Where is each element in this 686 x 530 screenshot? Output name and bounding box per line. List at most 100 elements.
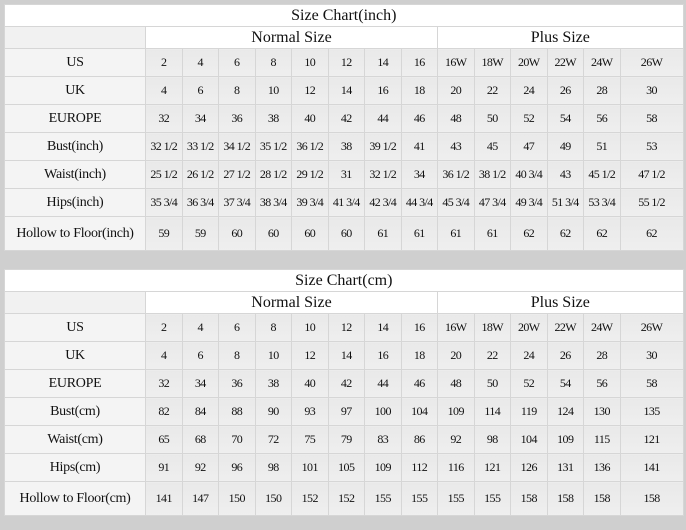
row-label: Hollow to Floor(cm) xyxy=(4,481,146,516)
table-cell: 32 1/2 xyxy=(145,132,183,161)
table-cell: 130 xyxy=(583,397,621,426)
table-cell: 22W xyxy=(546,48,584,77)
table-row: UK 4 6 8 10 12 14 16 18 20 22 24 26 28 30 xyxy=(4,341,684,370)
table-cell: 18W xyxy=(473,313,511,342)
table-cell: 43 xyxy=(546,160,584,189)
table-cell: 18 xyxy=(400,76,438,105)
table-cell: 38 3/4 xyxy=(254,188,292,217)
table-cell: 24 xyxy=(510,76,548,105)
table-cell: 26W xyxy=(619,48,684,77)
table-cell: 40 xyxy=(291,369,329,398)
group-normal-size: Normal Size xyxy=(145,291,438,314)
header-blank xyxy=(4,291,146,314)
table-cell: 51 3/4 xyxy=(546,188,584,217)
table-row: Hips(cm) 91 92 96 98 101 105 109 112 116 121 126 131… xyxy=(4,453,684,482)
table-cell: 109 xyxy=(437,397,475,426)
table-cell: 36 xyxy=(218,104,256,133)
row-label: UK xyxy=(4,76,146,105)
table-cell: 34 xyxy=(181,369,219,398)
table-cell: 20 xyxy=(437,341,475,370)
table-cell: 116 xyxy=(437,453,475,482)
table-cell: 46 xyxy=(400,104,438,133)
row-label: Hips(cm) xyxy=(4,453,146,482)
table-cell: 12 xyxy=(291,76,329,105)
table-cell: 16 xyxy=(364,76,402,105)
table-cell: 48 xyxy=(437,369,475,398)
table-cell: 124 xyxy=(546,397,584,426)
table-cell: 36 xyxy=(218,369,256,398)
table-cell: 147 xyxy=(181,481,219,516)
table-cell: 28 1/2 xyxy=(254,160,292,189)
table-cell: 40 xyxy=(291,104,329,133)
table-cell: 12 xyxy=(327,48,365,77)
table-cell: 4 xyxy=(145,76,183,105)
table-cell: 58 xyxy=(619,104,684,133)
table-cell: 45 3/4 xyxy=(437,188,475,217)
table-cell: 6 xyxy=(181,76,219,105)
table-cell: 39 1/2 xyxy=(364,132,402,161)
table-cell: 16 xyxy=(400,48,438,77)
row-label: EUROPE xyxy=(4,104,146,133)
chart-title: Size Chart(inch) xyxy=(4,4,684,27)
table-cell: 34 1/2 xyxy=(218,132,256,161)
table-cell: 56 xyxy=(583,369,621,398)
header-blank xyxy=(4,26,146,49)
table-cell: 16 xyxy=(400,313,438,342)
row-label: Hips(inch) xyxy=(4,188,146,217)
table-cell: 55 1/2 xyxy=(619,188,684,217)
size-chart-cm: Size Chart(cm) Normal Size Plus Size US 2 4 6 8… xyxy=(4,269,684,516)
table-row: Hollow to Floor(cm) 141 147 150 150 152 152 155… xyxy=(4,481,684,516)
table-cell: 61 xyxy=(364,216,402,251)
row-label: Hollow to Floor(inch) xyxy=(4,216,146,251)
table-cell: 28 xyxy=(583,341,621,370)
table-cell: 60 xyxy=(218,216,256,251)
table-cell: 119 xyxy=(510,397,548,426)
table-cell: 88 xyxy=(218,397,256,426)
table-row: UK 4 6 8 10 12 14 16 18 20 22 24 26 28 30 xyxy=(4,76,684,105)
table-cell: 155 xyxy=(437,481,475,516)
table-cell: 86 xyxy=(400,425,438,454)
table-cell: 49 xyxy=(546,132,584,161)
table-cell: 26 1/2 xyxy=(181,160,219,189)
table-cell: 54 xyxy=(546,369,584,398)
table-cell: 35 1/2 xyxy=(254,132,292,161)
table-cell: 60 xyxy=(254,216,292,251)
row-label: Waist(cm) xyxy=(4,425,146,454)
table-cell: 158 xyxy=(619,481,684,516)
table-cell: 47 1/2 xyxy=(619,160,684,189)
table-cell: 24W xyxy=(583,313,621,342)
table-cell: 135 xyxy=(619,397,684,426)
table-row: Hips(inch) 35 3/4 36 3/4 37 3/4 38 3/4 39 3/4… xyxy=(4,188,684,217)
table-cell: 41 3/4 xyxy=(327,188,365,217)
row-label: US xyxy=(4,313,146,342)
table-cell: 62 xyxy=(546,216,584,251)
size-table: Size Chart(cm) Normal Size Plus Size US 2 4 6 8… xyxy=(4,269,684,516)
table-cell: 100 xyxy=(364,397,402,426)
table-cell: 82 xyxy=(145,397,183,426)
table-cell: 42 3/4 xyxy=(364,188,402,217)
table-cell: 98 xyxy=(473,425,511,454)
row-label: Bust(inch) xyxy=(4,132,146,161)
table-cell: 44 3/4 xyxy=(400,188,438,217)
table-cell: 12 xyxy=(291,341,329,370)
table-cell: 25 1/2 xyxy=(145,160,183,189)
table-row: Hollow to Floor(inch) 59 59 60 60 60 60 61 61 61 6… xyxy=(4,216,684,251)
table-row: Waist(cm) 65 68 70 72 75 79 83 86 92 98 104 109 115 12… xyxy=(4,425,684,454)
table-cell: 50 xyxy=(473,104,511,133)
table-cell: 65 xyxy=(145,425,183,454)
table-cell: 18W xyxy=(473,48,511,77)
table-cell: 27 1/2 xyxy=(218,160,256,189)
table-cell: 36 3/4 xyxy=(181,188,219,217)
table-cell: 62 xyxy=(619,216,684,251)
group-plus-size: Plus Size xyxy=(437,26,684,49)
table-cell: 20 xyxy=(437,76,475,105)
table-cell: 105 xyxy=(327,453,365,482)
table-cell: 121 xyxy=(473,453,511,482)
table-cell: 8 xyxy=(218,76,256,105)
table-cell: 158 xyxy=(510,481,548,516)
table-cell: 28 xyxy=(583,76,621,105)
table-row: EUROPE 32 34 36 38 40 42 44 46 48 50 52 54 56 58 xyxy=(4,369,684,398)
table-cell: 155 xyxy=(400,481,438,516)
table-cell: 30 xyxy=(619,76,684,105)
table-cell: 50 xyxy=(473,369,511,398)
